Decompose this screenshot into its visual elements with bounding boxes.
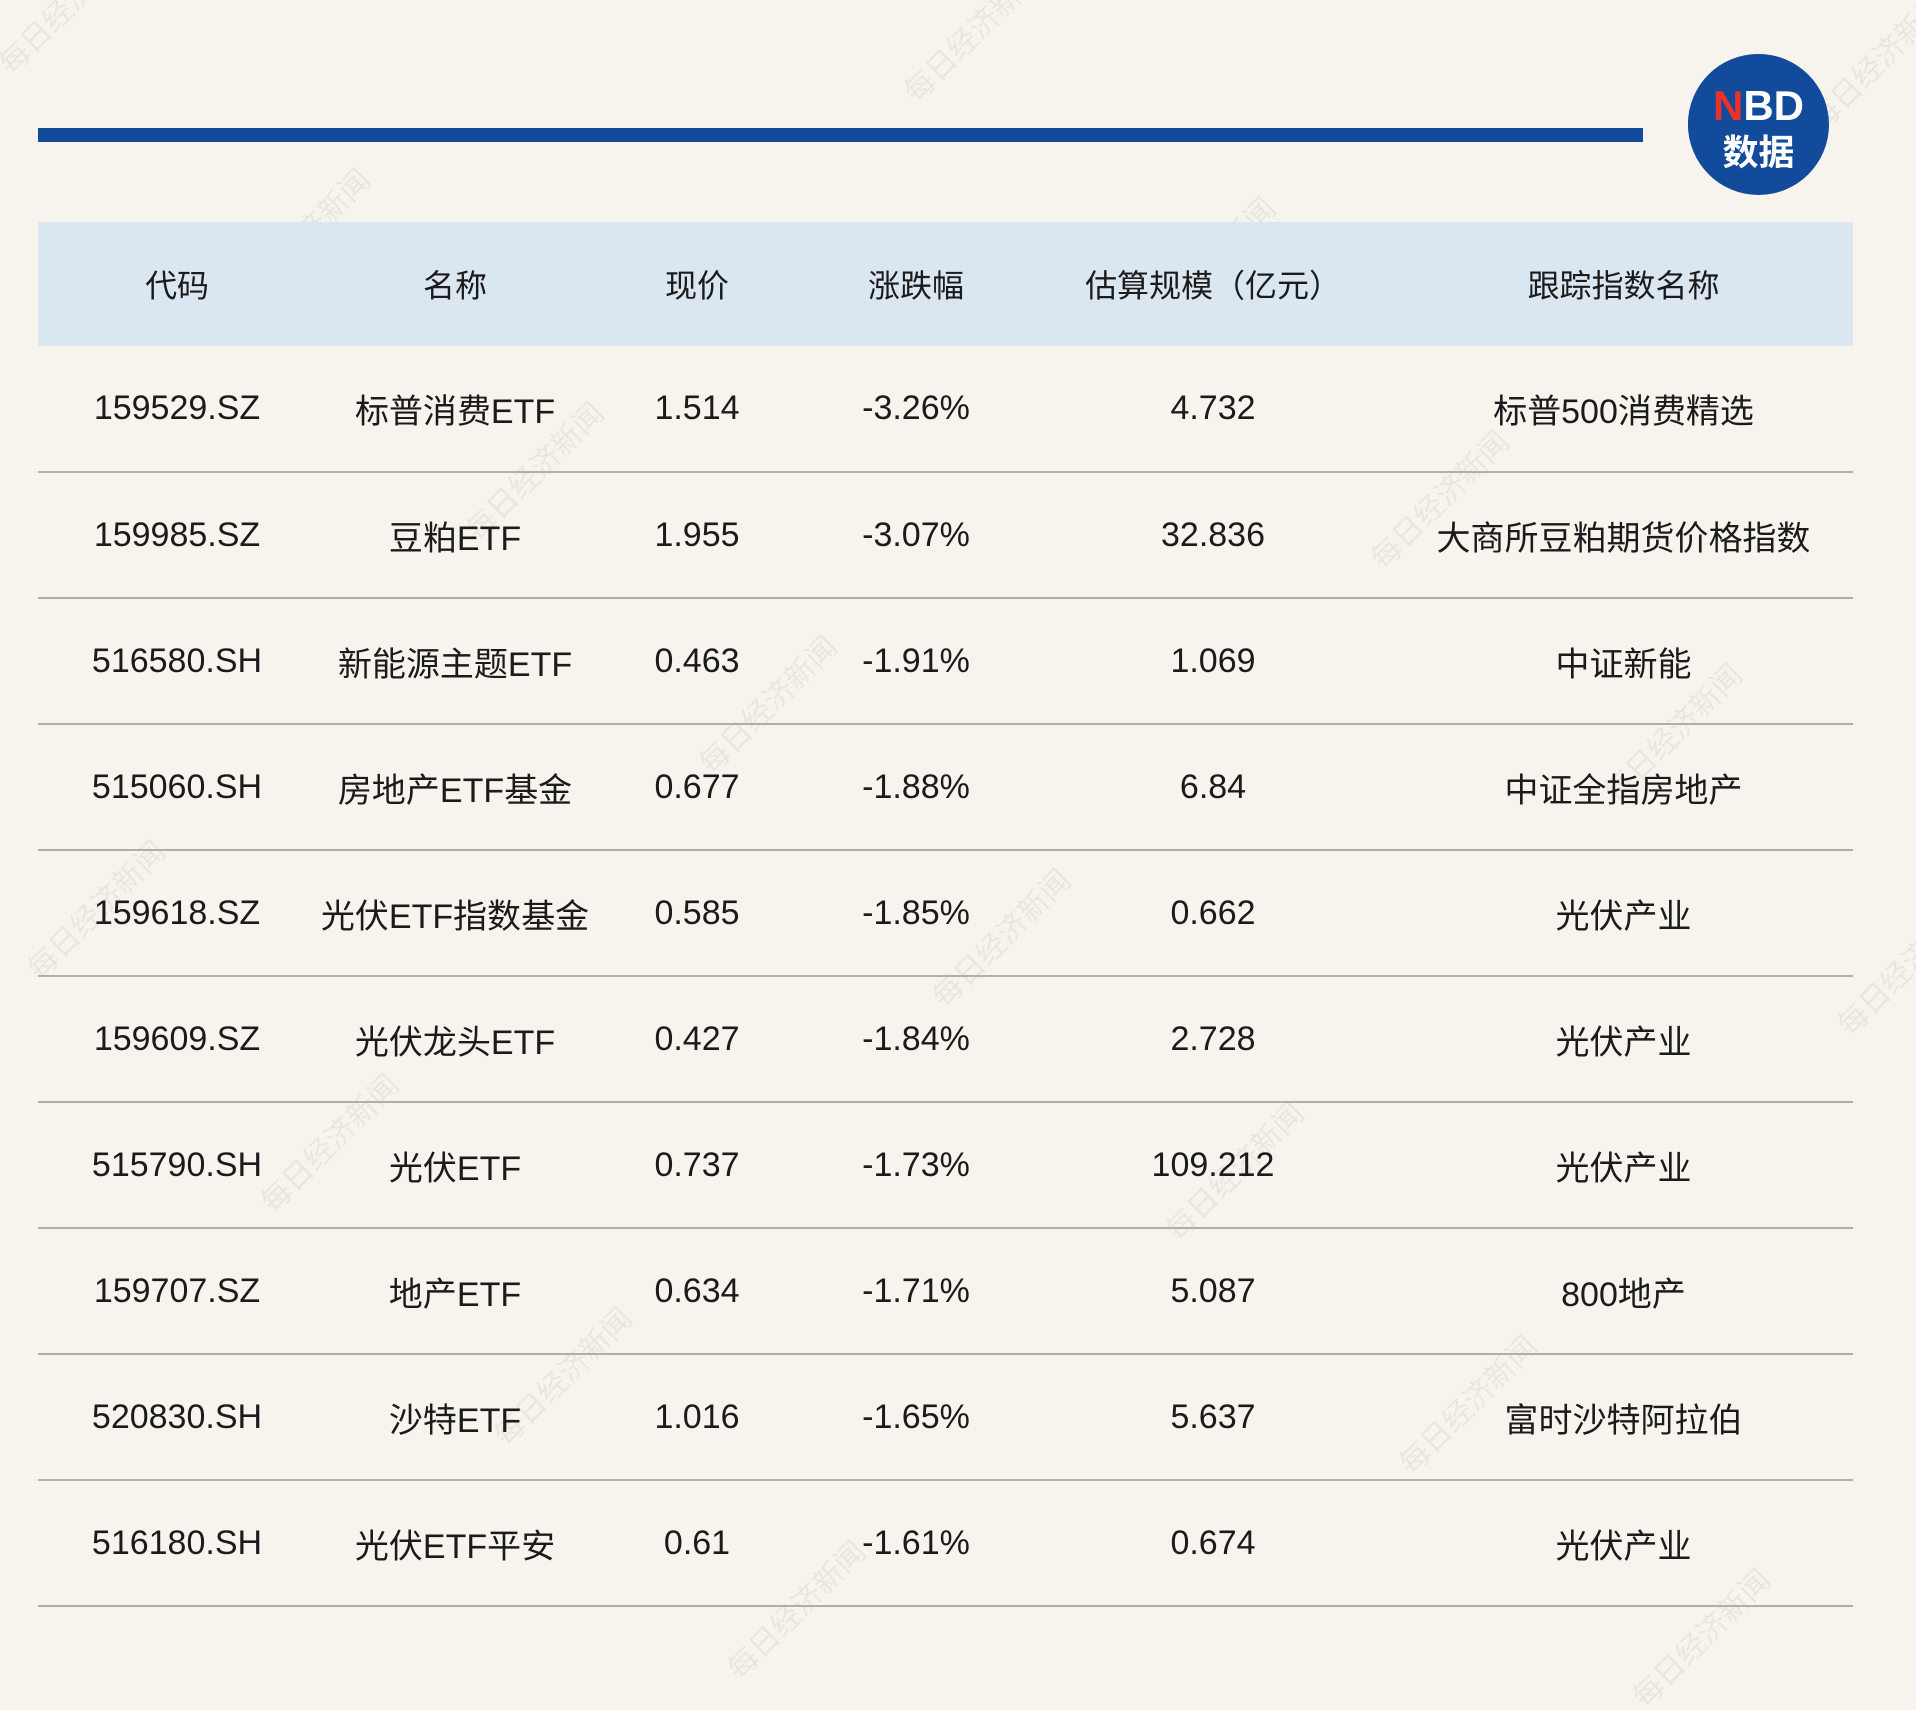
svg-text:数据: 数据 <box>1722 124 1794 176</box>
svg-text:NBD: NBD <box>1713 82 1804 129</box>
